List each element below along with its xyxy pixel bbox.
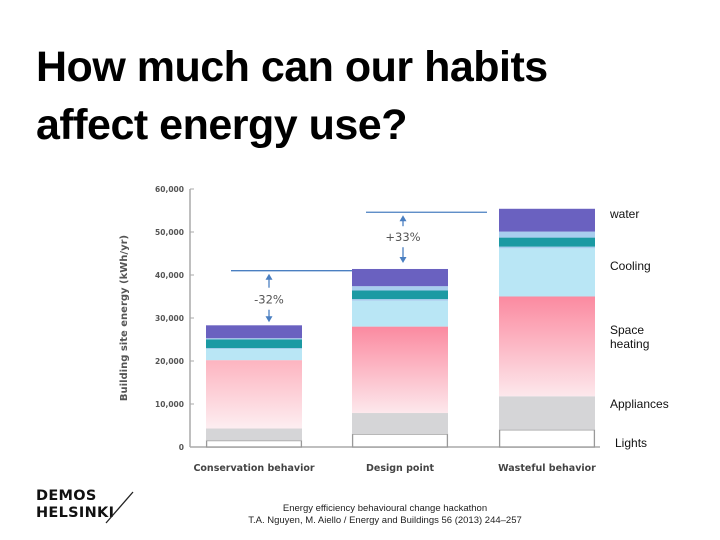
y-tick-label: 20,000 xyxy=(155,357,184,366)
bar-segment-cooling xyxy=(352,300,448,327)
bar-segment-water xyxy=(499,208,595,232)
y-tick-label: 60,000 xyxy=(155,185,184,194)
arrow-up-icon xyxy=(399,215,407,222)
bar-segment-appliances xyxy=(499,396,595,430)
bar-segment-cooling-teal xyxy=(206,339,302,349)
caption-line-2: T.A. Nguyen, M. Aiello / Energy and Buil… xyxy=(248,515,522,526)
slide-title-line-2: affect energy use? xyxy=(36,101,407,149)
logo-slash-icon xyxy=(105,491,134,524)
caption-line-1: Energy efficiency behavioural change hac… xyxy=(282,503,488,514)
x-category-label: Design point xyxy=(366,463,434,474)
chart-bars xyxy=(205,208,596,448)
y-tick-label: 30,000 xyxy=(155,314,184,323)
annotation-label-decrease: -32% xyxy=(254,293,284,307)
y-tick-label: 10,000 xyxy=(155,400,184,409)
bar-stack xyxy=(498,208,596,448)
legend-label-space-heating-1: Space xyxy=(610,323,645,337)
arrow-down-icon xyxy=(265,316,273,323)
source-caption: Energy efficiency behavioural change hac… xyxy=(200,503,570,527)
annotation-label-increase: +33% xyxy=(385,230,420,244)
bar-segment-appliances xyxy=(352,413,448,435)
chart-annotations: -32% +33% xyxy=(231,211,487,323)
y-tick-label: 0 xyxy=(179,443,184,452)
bar-segment-water-separator xyxy=(499,231,595,238)
bar-segment-cooling-separator xyxy=(499,246,595,249)
y-tick-label: 40,000 xyxy=(155,271,184,280)
legend-label-water: water xyxy=(610,207,640,221)
logo-line-2: HELSINKI xyxy=(36,505,115,521)
bar-stack xyxy=(205,325,303,448)
legend-label-lights: Lights xyxy=(615,436,648,450)
legend-label-appliances: Appliances xyxy=(610,397,669,411)
bar-segment-space-heating xyxy=(352,326,448,414)
arrow-up-icon xyxy=(265,273,273,280)
legend-label-cooling: Cooling xyxy=(610,259,651,273)
y-tick-label: 50,000 xyxy=(155,228,184,237)
bar-segment-water-separator xyxy=(352,286,448,291)
bar-segment-space-heating xyxy=(499,296,595,397)
bar-segment-lights xyxy=(205,439,303,448)
bar-segment-cooling xyxy=(499,248,595,297)
bar-segment-space-heating xyxy=(206,360,302,429)
bar-segment-cooling-teal xyxy=(499,237,595,247)
bar-segment-cooling-separator xyxy=(206,348,302,349)
bar-segment-lights xyxy=(498,429,596,448)
demos-helsinki-logo: DEMOS HELSINKI xyxy=(36,488,114,522)
bar-segment-cooling xyxy=(206,348,302,361)
logo-line-1: DEMOS xyxy=(36,488,97,504)
x-category-label: Wasteful behavior xyxy=(498,463,596,474)
bar-segment-water-separator xyxy=(206,338,302,340)
legend-label-space-heating-2: heating xyxy=(610,337,650,351)
arrow-down-icon xyxy=(399,256,407,263)
x-category-label: Conservation behavior xyxy=(193,463,314,474)
slide-title: How much can our habits affect energy us… xyxy=(36,38,548,154)
y-axis-label: Building site energy (kWh/yr) xyxy=(119,235,130,401)
chart-axes: 0 10,000 20,000 30,000 40,000 50,000 60,000 Con… xyxy=(155,185,600,474)
slide-title-line-1: How much can our habits xyxy=(36,43,548,91)
bar-segment-cooling-teal xyxy=(352,290,448,300)
bar-segment-lights xyxy=(351,433,449,448)
bar-segment-cooling-separator xyxy=(352,299,448,301)
bar-segment-water xyxy=(352,268,448,287)
bar-segment-appliances xyxy=(206,428,302,441)
bar-segment-water xyxy=(206,325,302,339)
bar-stack xyxy=(351,268,449,448)
